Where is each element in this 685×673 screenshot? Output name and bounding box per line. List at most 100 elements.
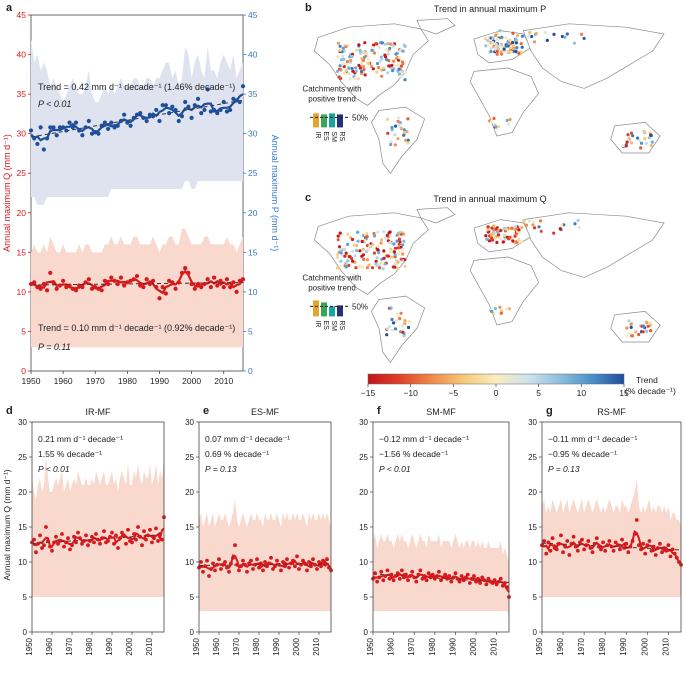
panel-a-q-series-point [167, 278, 172, 283]
map-b-catchment-point [341, 46, 345, 50]
map-b-catchment-point [370, 48, 374, 53]
map-c-catchment-point [393, 327, 398, 331]
panel-a-q-series-point [160, 285, 165, 290]
panel-f-point [476, 576, 480, 581]
map-c-catchment-point [373, 234, 377, 238]
panel-g-point [611, 548, 616, 553]
map-c-catchment-point [349, 256, 354, 260]
panel-a-p-series-point [125, 120, 130, 125]
panel-e-point [283, 564, 287, 569]
map-c-catchment-point [343, 254, 347, 258]
map-b-catchment-point [341, 62, 345, 66]
map-c-catchment-point [381, 267, 385, 271]
panel-d-point [40, 546, 44, 550]
map-c-catchment-point [335, 255, 340, 259]
panel-d-point [110, 530, 114, 535]
panel-a-q-sig: P = 0.11 [38, 342, 71, 352]
map-c-catchment-point [399, 311, 403, 315]
map-c-catchment-point [641, 330, 645, 334]
panel-a-p-band [31, 38, 243, 205]
map-b-catchment-point [534, 31, 539, 35]
map-b-landmass-asia [522, 23, 665, 89]
panel-a-x-tick-label: 1950 [22, 376, 41, 386]
panel-f-point [459, 574, 464, 578]
panel-e-point [229, 561, 233, 566]
panel-e-point [221, 562, 225, 567]
panel-a-p-series-point [131, 115, 136, 120]
panel-a-q-series-point [234, 289, 239, 294]
map-b-catchment-point [625, 140, 629, 144]
panel-e-x-tick-label: 1990 [272, 637, 281, 655]
panel-d-point [58, 539, 62, 543]
panel-a-p-series-point [147, 112, 152, 117]
map-c-catchment-point [484, 234, 488, 238]
map-b-catchment-point [638, 138, 642, 143]
map-c-catchment-point [403, 264, 407, 268]
panel-e-point [201, 569, 205, 574]
panel-d-point [122, 533, 126, 538]
panel-a-q-series-point [208, 285, 213, 290]
map-c-catchment-point [489, 233, 493, 237]
panel-d-y-tick-label: 15 [18, 523, 27, 532]
panel-d-point [148, 527, 152, 532]
map-c-catchment-point [400, 324, 404, 328]
map-c-catchment-point [522, 219, 526, 223]
colorbar-ticks: −15 −10 −5 0 5 10 15 [361, 384, 629, 398]
panel-f-point [486, 576, 491, 581]
panel-g-point [615, 543, 620, 548]
map-c-catchment-point [335, 266, 340, 270]
map-c-catchment-point [637, 332, 641, 337]
panel-e-x-tick-label: 2000 [292, 637, 301, 655]
panel-a-q-series-point [215, 283, 220, 288]
panel-e-y-tick-label: 5 [190, 593, 195, 602]
panel-a-plot: 0 5 10 15 20 25 30 35 40 45 0 5 10 15 20 25 30 35 40 45 1950… [17, 10, 258, 386]
map-c-catchment-point [344, 251, 348, 255]
map-b-catchment-point [647, 136, 651, 140]
map-c-catchment-point [502, 233, 506, 237]
panel-a-q-series-point [144, 277, 149, 282]
panel-a-q-series-point [83, 280, 88, 285]
panel-f-point [416, 572, 421, 577]
panel-a-p-sig: P < 0.01 [38, 99, 71, 109]
map-b-catchment-point [391, 43, 395, 47]
map-b-catchment-point [502, 47, 506, 51]
map-c-catchment-point [577, 225, 581, 230]
panel-a-p-series-point [157, 118, 162, 124]
map-c-catchment-point [379, 241, 383, 245]
panel-a-p-series-point [64, 128, 69, 133]
map-c-inset-title-1: Catchments with [302, 273, 361, 282]
map-b-catchment-point [392, 59, 396, 63]
panel-d-point [54, 534, 58, 539]
panel-f-trend-mm: −0.12 mm d⁻¹ decade⁻¹ [379, 434, 469, 444]
map-c-catchment-point [401, 243, 405, 247]
map-c-inset-axis-label: IR [314, 320, 321, 327]
map-b-catchment-point [504, 44, 508, 48]
panel-a-p-series-point [77, 128, 82, 133]
panel-g-point [607, 539, 612, 543]
panel-g-trend-pct: −0.95 % decade⁻¹ [548, 449, 617, 459]
panel-f-point [470, 576, 474, 581]
panel-e-point [239, 564, 243, 569]
panel-d-point [100, 536, 104, 541]
map-c-catchment-point [629, 322, 633, 326]
panel-a-p-series-point [138, 110, 143, 116]
map-c-catchment-point [513, 224, 518, 229]
panel-e-point [245, 569, 249, 574]
map-b-catchment-point [396, 123, 400, 127]
map-c-catchment-point [339, 251, 343, 255]
panel-f-point [406, 578, 410, 583]
map-b-catchment-point [339, 68, 343, 72]
map-c-catchment-point [365, 266, 369, 270]
map-b-catchment-point [377, 45, 381, 50]
panel-f-point [455, 576, 460, 581]
map-b-catchment-point [347, 72, 351, 76]
panel-a-q-series-point [32, 280, 37, 285]
map-c-catchment-point [513, 234, 517, 238]
panel-a-p-series-point [231, 96, 236, 101]
map-b-catchment-point [520, 34, 525, 38]
panel-a-p-series-point [186, 104, 191, 109]
panel-d-point [106, 539, 110, 543]
panel-a-p-series-point [215, 110, 220, 116]
map-c-catchment-point [390, 328, 394, 333]
